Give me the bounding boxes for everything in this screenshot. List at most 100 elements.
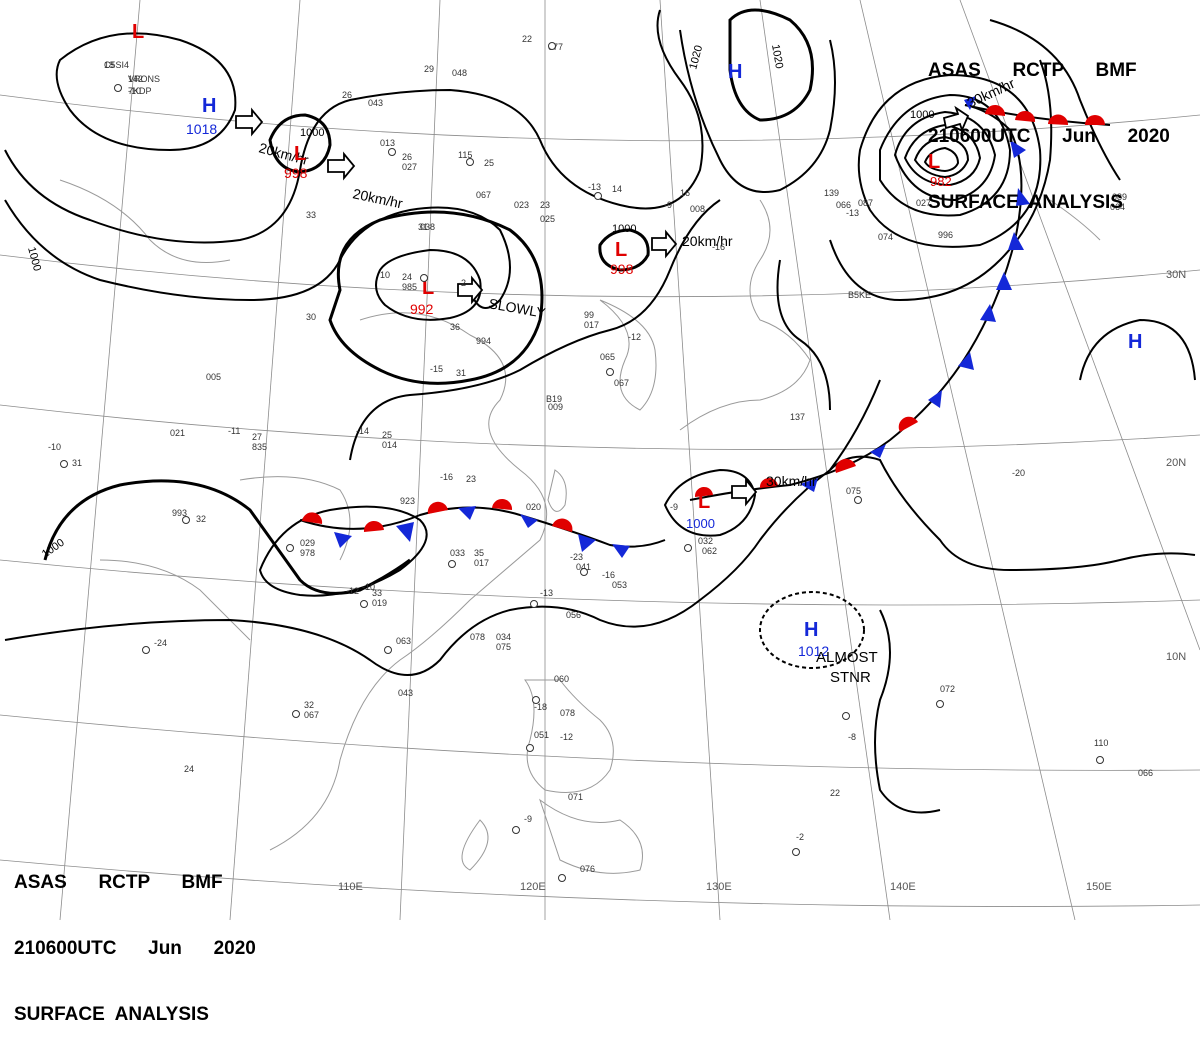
station-value: 25 bbox=[382, 430, 392, 440]
station-value: -16 bbox=[712, 242, 725, 252]
station-circle bbox=[388, 148, 396, 156]
station-value: -15 bbox=[430, 364, 443, 374]
cold-front-mark bbox=[612, 544, 630, 558]
motion-arrow bbox=[731, 477, 758, 507]
cold-front-mark bbox=[870, 444, 886, 458]
station-value: 993 bbox=[172, 508, 187, 518]
footer-line3: SURFACE ANALYSIS bbox=[14, 1004, 209, 1025]
coastlines bbox=[59, 179, 1101, 874]
station-value: -13 bbox=[588, 182, 601, 192]
longitude-label: 120E bbox=[520, 881, 546, 893]
station-value: 23 bbox=[466, 474, 476, 484]
stationary-note: ALMOST STNR bbox=[816, 649, 878, 686]
motion-arrow bbox=[327, 151, 356, 181]
high-center-marker: H bbox=[728, 61, 742, 83]
cold-front-mark bbox=[520, 514, 538, 528]
weather-map: 1000 1000 1000 1000 1020 1020 1000 bbox=[0, 0, 1200, 920]
station-value: -12 bbox=[560, 732, 573, 742]
low-center-marker: L bbox=[928, 151, 940, 173]
station-value: -18 bbox=[534, 702, 547, 712]
station-value: -14 bbox=[356, 426, 369, 436]
station-value: 14 bbox=[612, 184, 622, 194]
station-value: -16 bbox=[602, 570, 615, 580]
station-value: 33 bbox=[372, 588, 382, 598]
station-circle bbox=[292, 710, 300, 718]
isobar-label: 1000 bbox=[910, 109, 934, 121]
station-value: C5SI4 bbox=[104, 60, 129, 70]
station-circle bbox=[448, 560, 456, 568]
pressure-centers: L H 1018 L 998 L 992 L 998 H L 982 H L 1… bbox=[132, 21, 1142, 659]
station-value: 978 bbox=[300, 548, 315, 558]
station-plots: 18142-102604329048220771152501326027-131… bbox=[48, 34, 1153, 882]
stationary-note-line2: STNR bbox=[830, 669, 871, 686]
pressure-value: 992 bbox=[410, 301, 434, 317]
station-value: 996 bbox=[938, 230, 953, 240]
station-value: 110 bbox=[1094, 738, 1108, 748]
station-value: 139 bbox=[824, 188, 839, 198]
station-circle bbox=[532, 696, 540, 704]
station-circle bbox=[182, 516, 190, 524]
station-circle bbox=[60, 460, 68, 468]
cold-front-mark bbox=[996, 272, 1012, 290]
warm-front-mark bbox=[985, 104, 1006, 116]
station-value: 33 bbox=[306, 210, 316, 220]
station-value: 053 bbox=[612, 580, 627, 590]
motion-arrows bbox=[235, 105, 970, 507]
station-value: 019 bbox=[372, 598, 387, 608]
isobar-label: 1020 bbox=[769, 43, 785, 69]
station-value: 067 bbox=[476, 190, 491, 200]
station-value: 18 bbox=[104, 60, 114, 70]
station-value: 10 bbox=[380, 270, 390, 280]
warm-front-mark bbox=[898, 416, 918, 432]
station-value: 025 bbox=[540, 214, 555, 224]
cold-front-mark bbox=[1016, 188, 1030, 206]
warm-front-mark bbox=[759, 477, 778, 488]
station-circle bbox=[466, 158, 474, 166]
station-value: 27 bbox=[252, 432, 262, 442]
station-value: 36 bbox=[450, 322, 460, 332]
station-value: 038 bbox=[420, 222, 435, 232]
station-circle bbox=[792, 848, 800, 856]
cold-front-mark bbox=[334, 532, 352, 548]
cold-front-mark bbox=[980, 304, 996, 322]
station-value: 32 bbox=[196, 514, 206, 524]
warm-front-mark bbox=[1048, 114, 1069, 125]
station-value: 087 bbox=[858, 198, 873, 208]
low-center-marker: L bbox=[132, 21, 144, 43]
station-circle bbox=[142, 646, 150, 654]
station-value: 014 bbox=[382, 440, 397, 450]
station-value: 062 bbox=[702, 546, 717, 556]
station-value: -11 bbox=[228, 426, 240, 436]
station-value: -13 bbox=[846, 208, 859, 218]
station-value: 089 bbox=[1112, 192, 1127, 202]
station-value: 923 bbox=[400, 496, 415, 506]
station-circle bbox=[936, 700, 944, 708]
station-value: -2 bbox=[796, 832, 804, 842]
station-value: -16 bbox=[440, 472, 453, 482]
station-value: 31 bbox=[456, 368, 466, 378]
station-value: -23 bbox=[570, 552, 583, 562]
header-line3: SURFACE ANALYSIS bbox=[928, 192, 1123, 213]
station-value: 043 bbox=[398, 688, 413, 698]
station-value: -20 bbox=[1012, 468, 1025, 478]
isobars bbox=[4, 8, 1196, 814]
station-value: 32 bbox=[304, 700, 314, 710]
station-value: 25 bbox=[484, 158, 494, 168]
warm-front-mark bbox=[552, 518, 573, 532]
station-value: -9 bbox=[524, 814, 532, 824]
warm-front-mark bbox=[492, 498, 513, 510]
station-circle bbox=[114, 84, 122, 92]
station-value: 029 bbox=[300, 538, 315, 548]
cold-front-mark bbox=[964, 96, 976, 110]
station-value: 31 bbox=[72, 458, 82, 468]
station-circle bbox=[286, 544, 294, 552]
latitude-label: 30N bbox=[1166, 269, 1186, 281]
motion-label: 30km/hr bbox=[766, 473, 817, 489]
station-value: -10 bbox=[128, 86, 141, 96]
station-value: 22 bbox=[522, 34, 532, 44]
station-value: 22 bbox=[830, 788, 840, 798]
station-value: 137 bbox=[790, 412, 805, 422]
station-value: 115 bbox=[458, 150, 472, 160]
low-center-marker: L bbox=[294, 143, 306, 165]
pressure-value: 1018 bbox=[186, 121, 217, 137]
